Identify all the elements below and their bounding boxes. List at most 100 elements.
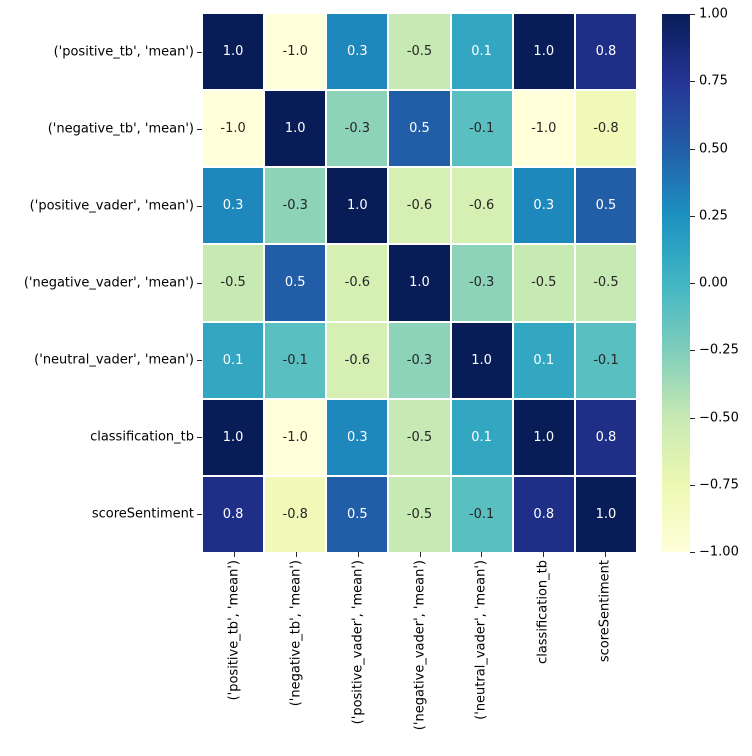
colorbar-tick-label-1: 0.75: [699, 73, 728, 89]
cell-value: -1.0: [282, 429, 308, 445]
colorbar-tick-mark-1: [690, 81, 695, 83]
y-tick-mark-6: [197, 513, 202, 515]
cell-value: -0.6: [406, 198, 433, 214]
cell-value: -1.0: [531, 121, 557, 137]
cell-value: -0.3: [406, 352, 433, 368]
colorbar-tick-label-2: 0.50: [699, 141, 728, 156]
heatmap-cell-r5-c5: 1.0: [513, 399, 574, 475]
cell-value: 1.0: [222, 429, 244, 445]
x-tick-label-1: ('negative_tb', 'mean'): [288, 560, 304, 707]
x-axis-ticks: [203, 552, 636, 557]
cell-value: 0.8: [533, 506, 555, 522]
cell-value: -0.6: [344, 352, 371, 368]
cell-value: -0.5: [593, 275, 619, 291]
cell-value: 0.3: [347, 429, 368, 445]
x-tick-label-5: classification_tb: [535, 560, 551, 664]
heatmap-cell-r6-c0: 0.8: [203, 476, 264, 552]
cell-value: -0.5: [406, 429, 433, 445]
heatmap-cell-r4-c1: -0.1: [265, 322, 326, 398]
x-tick-mark-4: [481, 552, 483, 557]
heatmap-cell-r0-c5: 1.0: [513, 14, 574, 90]
cell-value: 0.5: [595, 198, 617, 214]
heatmap-cell-r2-c6: 0.5: [575, 168, 636, 244]
cell-value: -1.0: [282, 44, 308, 60]
colorbar-tick-mark-7: [690, 484, 695, 486]
cell-value: 0.8: [595, 44, 617, 60]
y-axis-labels: ('positive_tb', 'mean') ('negative_tb', '…: [0, 14, 194, 552]
x-tick-label-6: scoreSentiment: [597, 560, 613, 663]
y-tick-label-5: classification_tb: [90, 429, 194, 445]
colorbar-tick-label-8: −1.00: [699, 544, 739, 560]
y-axis-ticks: [197, 14, 202, 552]
heatmap-cell-r2-c2: 1.0: [327, 168, 388, 244]
colorbar-tick-mark-2: [690, 148, 695, 150]
cell-value: 0.1: [471, 44, 492, 60]
cell-value: -0.3: [344, 121, 371, 137]
heatmap-cell-r0-c2: 0.3: [327, 14, 388, 90]
heatmap-cell-r3-c6: -0.5: [575, 245, 636, 321]
colorbar-tick-mark-0: [690, 14, 695, 15]
colorbar-ticks: 1.00 0.75 0.50 0.25 0.00 −0.25 −0.50 −0.75 −1.00: [690, 7, 752, 560]
y-tick-label-1: ('negative_tb', 'mean'): [47, 121, 194, 137]
colorbar-tick-mark-4: [690, 283, 695, 284]
colorbar-tick-mark-3: [690, 215, 695, 217]
cell-value: -0.5: [531, 275, 557, 291]
heatmap-cell-r5-c3: -0.5: [389, 399, 450, 475]
y-tick-mark-2: [197, 206, 202, 208]
cell-value: -0.1: [468, 506, 495, 522]
x-tick-mark-1: [295, 552, 297, 557]
y-tick-mark-0: [197, 52, 202, 54]
cell-value: 0.3: [222, 198, 244, 214]
cell-value: -0.8: [282, 506, 308, 522]
cell-value: -0.1: [593, 352, 619, 368]
colorbar-tick-mark-6: [690, 417, 695, 419]
heatmap-cell-r5-c0: 1.0: [203, 399, 264, 475]
cell-value: -0.3: [282, 198, 308, 214]
cell-value: 0.1: [222, 352, 244, 368]
y-tick-mark-1: [197, 129, 202, 131]
cell-value: -0.6: [344, 275, 371, 291]
heatmap-cell-r1-c1: 1.0: [265, 91, 326, 167]
heatmap-cell-r6-c2: 0.5: [327, 476, 388, 552]
heatmap-cell-r5-c2: 0.3: [327, 399, 388, 475]
cell-value: -0.1: [468, 121, 495, 137]
x-tick-mark-3: [419, 552, 421, 557]
heatmap-cell-r3-c1: 0.5: [265, 245, 326, 321]
heatmap-cell-r3-c3: 1.0: [389, 245, 450, 321]
cell-value: 0.1: [533, 352, 555, 368]
heatmap-cell-r2-c5: 0.3: [513, 168, 574, 244]
heatmap-cell-r0-c6: 0.8: [575, 14, 636, 90]
cell-value: 1.0: [471, 352, 492, 368]
colorbar-tick-label-4: 0.00: [699, 275, 728, 291]
heatmap-cell-r2-c3: -0.6: [389, 168, 450, 244]
y-tick-mark-4: [197, 359, 202, 361]
heatmap-cell-r3-c0: -0.5: [203, 245, 264, 321]
heatmap-cell-r0-c4: 0.1: [451, 14, 512, 90]
x-tick-mark-2: [357, 552, 359, 557]
heatmap-cell-r1-c4: -0.1: [451, 91, 512, 167]
cell-value: -0.3: [468, 275, 495, 291]
heatmap-cell-r6-c6: 1.0: [575, 476, 636, 552]
heatmap-cell-r4-c0: 0.1: [203, 322, 264, 398]
heatmap-cell-r0-c0: 1.0: [203, 14, 264, 90]
cell-value: 0.3: [347, 44, 368, 60]
colorbar-gradient: [662, 14, 690, 552]
colorbar-tick-mark-5: [690, 350, 695, 352]
cell-value: 1.0: [222, 44, 244, 60]
y-tick-label-3: ('negative_vader', 'mean'): [23, 275, 194, 291]
y-tick-label-0: ('positive_tb', 'mean'): [53, 44, 194, 60]
cell-value: 0.1: [471, 429, 492, 445]
colorbar-tick-label-7: −0.75: [699, 477, 739, 493]
heatmap-cell-r4-c3: -0.3: [389, 322, 450, 398]
heatmap-cell-r1-c2: -0.3: [327, 91, 388, 167]
heatmap-cell-r0-c1: -1.0: [265, 14, 326, 90]
cell-value: -0.6: [468, 198, 495, 214]
cell-value: 0.5: [347, 506, 368, 522]
colorbar-tick-label-5: −0.25: [699, 342, 739, 358]
heatmap-cell-r2-c1: -0.3: [265, 168, 326, 244]
x-tick-mark-5: [543, 552, 545, 557]
y-tick-label-2: ('positive_vader', 'mean'): [29, 198, 194, 214]
x-axis-labels: ('positive_tb', 'mean') ('negative_tb', '…: [203, 560, 636, 756]
cell-value: 1.0: [347, 198, 368, 214]
heatmap-cell-r6-c1: -0.8: [265, 476, 326, 552]
